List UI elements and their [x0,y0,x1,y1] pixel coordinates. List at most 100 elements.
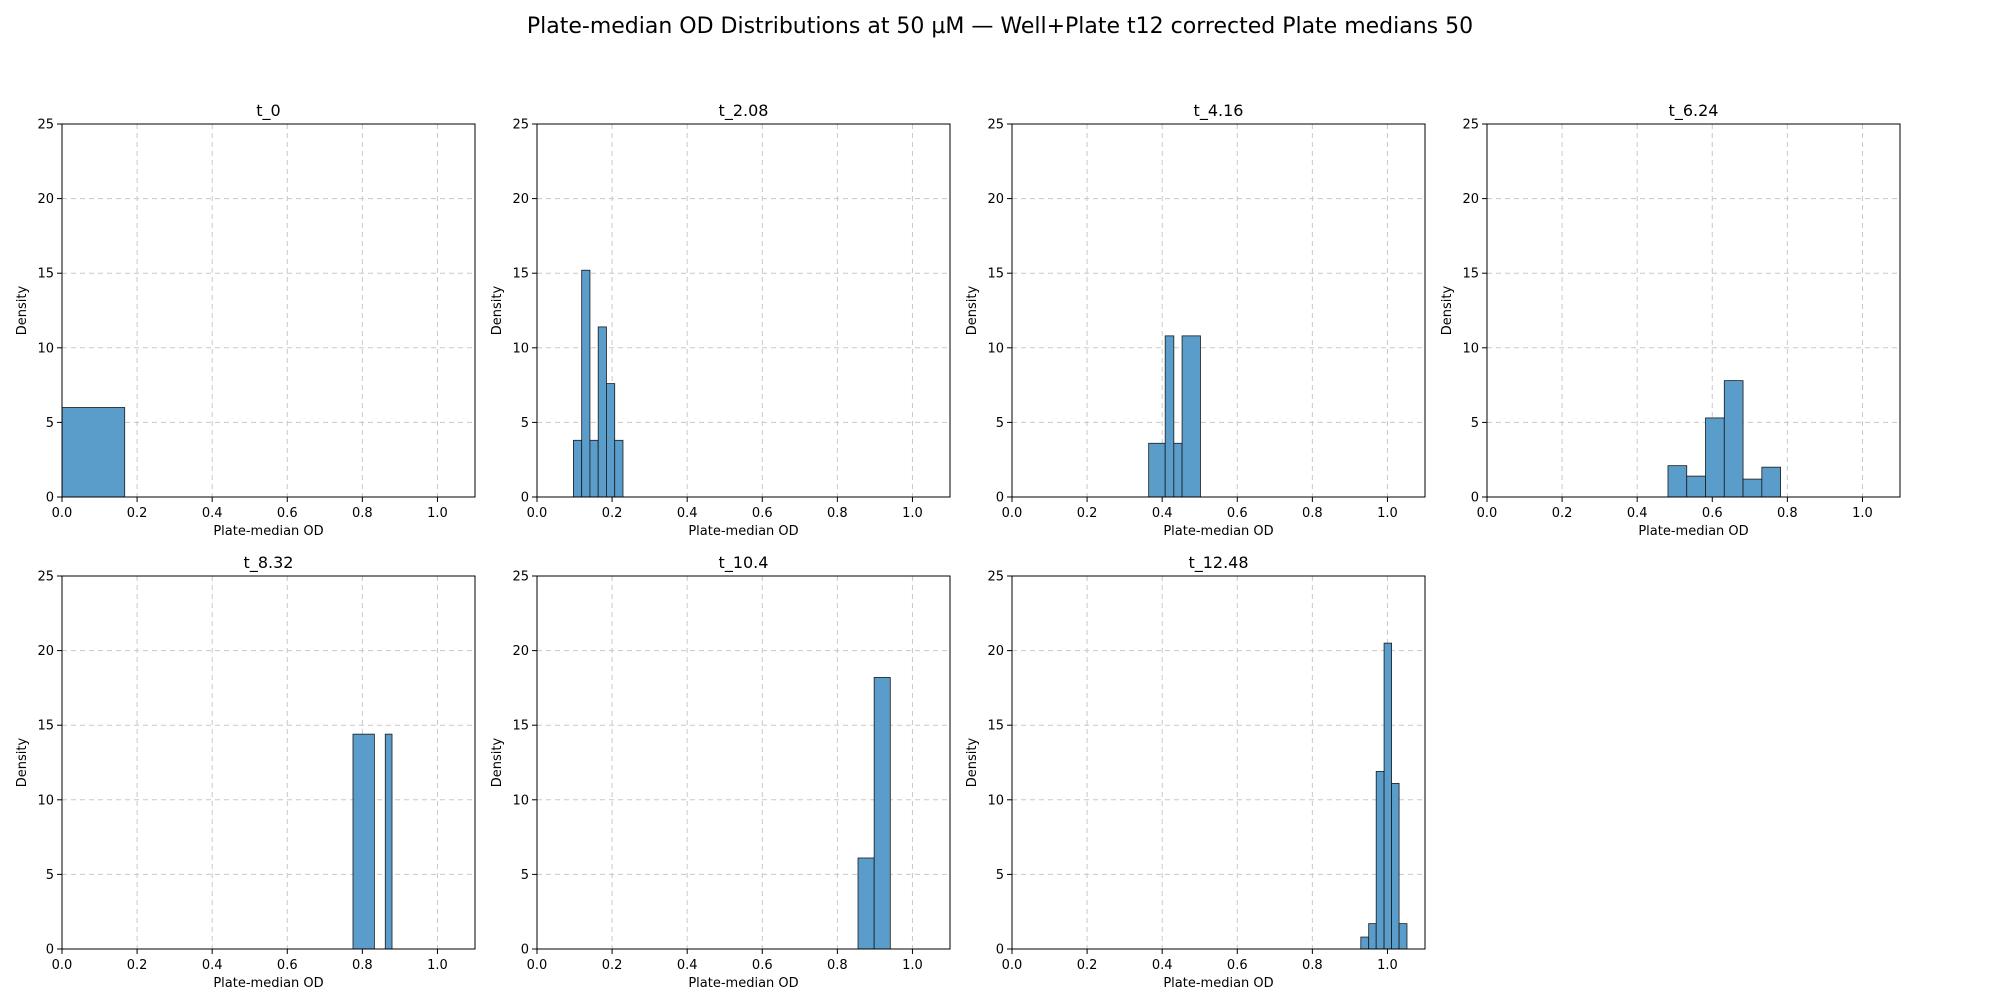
x-tick-label: 0.2 [127,958,148,973]
y-tick-label: 5 [46,416,54,431]
x-tick-label: 1.0 [1852,506,1873,521]
y-tick-label: 20 [512,192,529,207]
y-tick-label: 20 [37,192,54,207]
y-tick-label: 20 [1462,192,1479,207]
x-tick-label: 0.4 [1152,958,1173,973]
histogram-bar [1723,380,1744,498]
y-tick-label: 20 [37,644,54,659]
y-axis-label: Density [965,737,980,787]
x-tick-label: 1.0 [902,506,923,521]
y-tick-label: 0 [46,491,54,506]
y-tick-label: 25 [987,570,1004,585]
x-axis-label: Plate-median OD [1638,524,1748,539]
y-tick-label: 25 [512,570,529,585]
y-tick-label: 10 [987,341,1004,356]
x-tick-label: 0.6 [277,506,298,521]
y-tick-label: 20 [987,192,1004,207]
histogram-bar [1667,465,1688,498]
histogram-bar [1173,442,1183,498]
x-tick-label: 1.0 [427,958,448,973]
histogram-bar [873,677,891,950]
x-tick-label: 0.2 [1077,958,1098,973]
histogram-bar [581,269,591,498]
y-axis-label: Density [15,285,30,335]
histogram-bar [1686,475,1706,498]
y-tick-label: 0 [1471,491,1479,506]
histogram-bar [857,857,875,950]
subplot-title: t_6.24 [1669,101,1719,121]
y-tick-label: 25 [1462,118,1479,133]
subplot-title: t_2.08 [719,101,769,121]
y-tick-label: 5 [521,868,529,883]
subplot-title: t_12.48 [1188,553,1248,573]
x-tick-label: 1.0 [1377,506,1398,521]
y-tick-label: 10 [512,793,529,808]
axes-frame [61,575,476,950]
y-tick-label: 15 [987,267,1004,282]
histogram-bar [1164,335,1175,498]
x-tick-label: 0.6 [1227,506,1248,521]
x-tick-label: 0.0 [52,506,73,521]
x-tick-label: 1.0 [427,506,448,521]
x-tick-label: 0.8 [827,506,848,521]
subplot-t_8.32: 0.0 0.2 0.4 0.6 0.8 1.0 0 5 10 15 20 25 t_8.32 Plate-… [15,553,476,991]
y-tick-label: 25 [37,570,54,585]
x-tick-label: 0.2 [1552,506,1573,521]
x-axis-label: Plate-median OD [1163,524,1273,539]
x-axis-label: Plate-median OD [213,976,323,991]
subplot-t_6.24: 0.0 0.2 0.4 0.6 0.8 1.0 0 5 10 15 20 25 t_6.24 Plate-… [1440,101,1901,539]
x-tick-label: 0.2 [602,958,623,973]
histogram-bar [1705,417,1725,498]
y-axis-label: Density [965,285,980,335]
x-tick-label: 0.4 [677,506,698,521]
x-tick-label: 0.8 [1302,506,1323,521]
histogram-bar [614,439,624,498]
x-tick-label: 0.4 [1627,506,1648,521]
x-axis-label: Plate-median OD [1163,976,1273,991]
y-tick-label: 0 [521,943,529,958]
histogram-bar [1742,478,1763,498]
y-tick-label: 5 [996,868,1004,883]
x-tick-label: 0.6 [1702,506,1723,521]
subplot-title: t_4.16 [1194,101,1244,121]
axes-frame [1486,123,1901,498]
x-tick-label: 0.6 [277,958,298,973]
y-tick-label: 10 [1462,341,1479,356]
x-tick-label: 0.6 [752,506,773,521]
y-axis-label: Density [490,737,505,787]
histogram-bar [1181,335,1201,498]
x-tick-label: 1.0 [1377,958,1398,973]
x-tick-label: 0.8 [352,506,373,521]
axes-frame [1011,123,1426,498]
y-tick-label: 15 [37,267,54,282]
histogram-bar [384,733,393,950]
y-tick-label: 10 [37,793,54,808]
y-tick-label: 15 [512,267,529,282]
y-axis-label: Density [490,285,505,335]
subplot-t_2.08: 0.0 0.2 0.4 0.6 0.8 1.0 0 5 10 15 20 25 t_2.08 Plate-… [490,101,951,539]
histogram-bar [1148,442,1166,498]
x-tick-label: 0.4 [1152,506,1173,521]
y-tick-label: 15 [1462,267,1479,282]
x-tick-label: 0.4 [202,506,223,521]
histogram-bar [1375,771,1385,950]
x-tick-label: 0.8 [1777,506,1798,521]
x-tick-label: 0.8 [1302,958,1323,973]
axes-frame [536,123,951,498]
subplot-t_4.16: 0.0 0.2 0.4 0.6 0.8 1.0 0 5 10 15 20 25 t_4.16 Plate-… [965,101,1426,539]
histogram-bar [1398,923,1408,950]
x-axis-label: Plate-median OD [688,976,798,991]
y-tick-label: 10 [987,793,1004,808]
x-tick-label: 0.0 [52,958,73,973]
histogram-bar [1383,642,1392,950]
x-tick-label: 0.0 [527,958,548,973]
x-tick-label: 0.6 [752,958,773,973]
subplot-title: t_0 [256,101,280,121]
subplot-t_0: 0.0 0.2 0.4 0.6 0.8 1.0 0 5 10 15 20 25 t_0 Plate-med… [15,101,476,539]
y-tick-label: 5 [46,868,54,883]
y-tick-label: 15 [512,719,529,734]
axes-frame [61,123,476,498]
x-tick-label: 0.0 [527,506,548,521]
y-tick-label: 0 [996,943,1004,958]
